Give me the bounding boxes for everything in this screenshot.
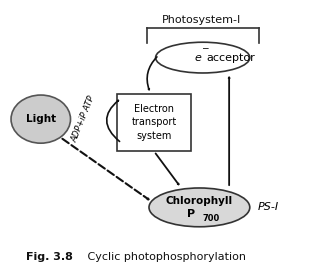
Text: Fig. 3.8: Fig. 3.8 (26, 252, 73, 262)
FancyBboxPatch shape (117, 94, 191, 151)
Text: e: e (194, 53, 201, 63)
Ellipse shape (156, 42, 250, 73)
Text: PS-I: PS-I (258, 202, 279, 212)
Text: acceptor: acceptor (206, 53, 255, 63)
Text: Cyclic photophosphorylation: Cyclic photophosphorylation (84, 252, 246, 262)
Text: Chlorophyll: Chlorophyll (166, 196, 233, 206)
Text: 700: 700 (203, 214, 220, 223)
Text: Electron
transport
system: Electron transport system (131, 104, 177, 141)
Text: Light: Light (26, 114, 56, 124)
Text: P: P (187, 209, 195, 219)
Ellipse shape (149, 188, 250, 227)
Text: Photosystem-I: Photosystem-I (161, 15, 241, 25)
Text: −: − (201, 43, 209, 52)
Circle shape (11, 95, 71, 143)
Text: ADP+iP ATP: ADP+iP ATP (70, 94, 97, 144)
